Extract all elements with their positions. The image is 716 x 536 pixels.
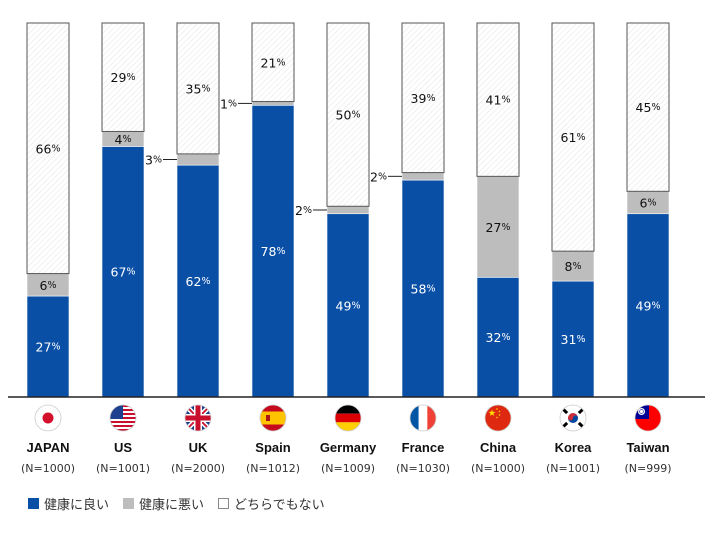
bar-group-us: 67% 4% 29% xyxy=(101,22,145,398)
category-label: Germany xyxy=(320,440,377,455)
data-label-bad-taiwan: 6% xyxy=(640,195,657,210)
category-label: Taiwan xyxy=(626,440,669,455)
bar-good-us xyxy=(101,146,145,398)
data-label-bad-japan: 6% xyxy=(40,277,57,292)
bar-bad-korea xyxy=(551,250,595,282)
bar-group-korea: 31% 8% 61% xyxy=(551,22,595,398)
bar-bad-uk xyxy=(176,153,220,166)
sample-size-label: (N=999) xyxy=(624,462,671,475)
bar-bad-germany xyxy=(326,205,370,215)
bar-group-japan: 27% 6% 66% xyxy=(26,22,70,398)
data-label-neither-korea: 61% xyxy=(561,130,586,145)
data-label-good-korea: 31% xyxy=(561,332,586,347)
stacked-bar-chart: 27% 6% 66% 67% 4% 29% 62% 3% 35% 78% 1% 21% 49% 2% 50%… xyxy=(8,22,705,475)
bar-neither-us xyxy=(101,22,145,132)
data-label-neither-taiwan: 45% xyxy=(636,100,661,115)
bar-group-spain: 78% 1% 21% xyxy=(220,22,295,398)
legend-label-neither: どちらでもない xyxy=(234,498,325,513)
legend-swatch-bad xyxy=(123,498,135,509)
data-label-bad-uk: 3% xyxy=(145,152,162,167)
sample-size-label: (N=1012) xyxy=(246,462,300,475)
data-label-good-spain: 78% xyxy=(261,244,286,259)
sample-size-label: (N=1001) xyxy=(96,462,150,475)
bar-neither-japan xyxy=(26,22,70,275)
data-label-good-japan: 27% xyxy=(36,339,61,354)
sample-size-label: (N=1009) xyxy=(321,462,375,475)
category-label: Korea xyxy=(555,440,593,455)
data-label-good-taiwan: 49% xyxy=(636,298,661,313)
spain-flag-icon xyxy=(259,404,287,432)
legend-item-good: 健康に良い xyxy=(28,494,109,513)
data-label-good-france: 58% xyxy=(411,281,436,296)
data-label-bad-spain: 1% xyxy=(220,96,237,111)
bar-group-uk: 62% 3% 35% xyxy=(145,22,220,398)
legend-swatch-neither xyxy=(218,498,230,509)
category-label: France xyxy=(402,440,445,455)
data-label-neither-japan: 66% xyxy=(36,141,61,156)
bar-group-taiwan: 49% 6% 45% xyxy=(626,22,670,398)
taiwan-flag-icon xyxy=(634,404,662,432)
bar-good-korea xyxy=(551,280,595,398)
data-label-neither-germany: 50% xyxy=(336,107,361,122)
us-flag-icon xyxy=(109,404,137,432)
bar-neither-france xyxy=(401,22,445,174)
bar-neither-germany xyxy=(326,22,370,207)
japan-flag-icon xyxy=(34,404,62,432)
bar-good-japan xyxy=(26,295,70,398)
bar-group-germany: 49% 2% 50% xyxy=(295,22,370,398)
category-label: China xyxy=(480,440,517,455)
data-label-good-germany: 49% xyxy=(336,298,361,313)
data-label-bad-china: 27% xyxy=(486,219,511,234)
category-label: JAPAN xyxy=(26,440,69,455)
legend-item-bad: 健康に悪い xyxy=(123,494,204,513)
legend-label-bad: 健康に悪い xyxy=(139,498,205,513)
data-label-good-china: 32% xyxy=(486,330,511,345)
bar-neither-uk xyxy=(176,22,220,155)
bar-good-uk xyxy=(176,164,220,398)
sample-size-label: (N=1000) xyxy=(21,462,75,475)
legend: 健康に良い 健康に悪い どちらでもない xyxy=(28,494,325,513)
bar-neither-taiwan xyxy=(626,22,670,192)
france-flag-icon xyxy=(409,404,437,432)
sample-size-label: (N=1001) xyxy=(546,462,600,475)
bar-bad-france xyxy=(401,172,445,181)
bar-group-france: 58% 2% 39% xyxy=(370,22,445,398)
category-label: UK xyxy=(189,440,208,455)
data-label-bad-korea: 8% xyxy=(565,259,582,274)
legend-label-good: 健康に良い xyxy=(44,498,110,513)
data-label-bad-germany: 2% xyxy=(295,203,312,218)
bar-group-china: 32% 27% 41% xyxy=(476,22,520,398)
sample-size-label: (N=1000) xyxy=(471,462,525,475)
legend-swatch-good xyxy=(28,498,39,509)
data-label-neither-china: 41% xyxy=(486,92,511,107)
sample-size-label: (N=1030) xyxy=(396,462,450,475)
data-label-good-uk: 62% xyxy=(186,274,211,289)
data-label-neither-france: 39% xyxy=(411,90,436,105)
sample-size-label: (N=2000) xyxy=(171,462,225,475)
data-label-neither-us: 29% xyxy=(111,70,136,85)
bar-neither-spain xyxy=(251,22,295,103)
data-label-bad-us: 4% xyxy=(115,131,132,146)
bar-bad-spain xyxy=(251,101,295,106)
data-label-good-us: 67% xyxy=(111,264,136,279)
uk-flag-icon xyxy=(184,404,212,432)
data-label-neither-spain: 21% xyxy=(261,55,286,70)
category-label: Spain xyxy=(255,440,290,455)
germany-flag-icon xyxy=(334,404,362,432)
china-flag-icon xyxy=(484,404,512,432)
bar-neither-china xyxy=(476,22,520,177)
category-label: US xyxy=(114,440,132,455)
legend-item-neither: どちらでもない xyxy=(218,494,325,513)
bar-good-taiwan xyxy=(626,213,670,398)
bar-neither-korea xyxy=(551,22,595,252)
korea-flag-icon xyxy=(559,404,587,432)
bar-good-spain xyxy=(251,104,295,398)
data-label-bad-france: 2% xyxy=(370,169,387,184)
data-label-neither-uk: 35% xyxy=(186,81,211,96)
bar-good-china xyxy=(476,277,520,398)
